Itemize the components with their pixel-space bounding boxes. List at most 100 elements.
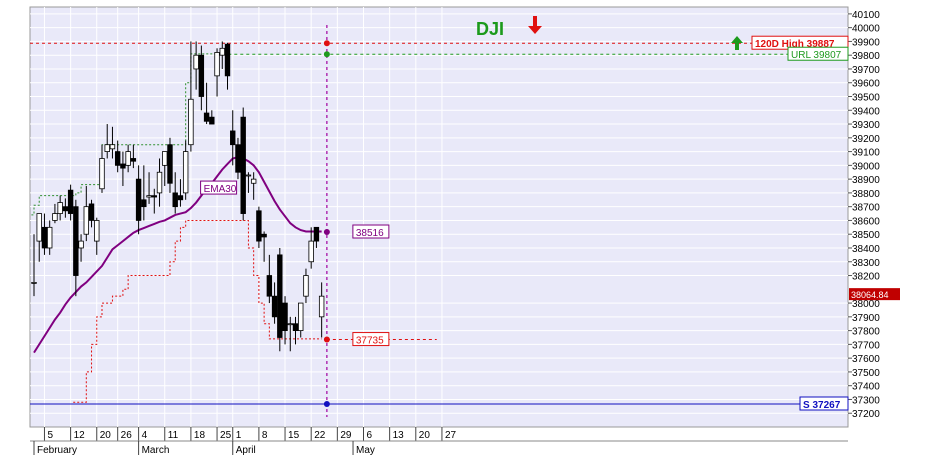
x-tick-label: 11 xyxy=(168,430,179,441)
candle xyxy=(114,140,121,173)
candle-body-up xyxy=(31,282,37,284)
candle-body-up xyxy=(298,302,304,332)
candle xyxy=(135,165,142,235)
candle xyxy=(177,179,184,207)
y-tick-label: 40100 xyxy=(852,10,880,21)
candle xyxy=(146,172,152,204)
candle xyxy=(36,213,42,262)
y-axis: 37200 37300 37400 37500 37600 37700 37800 37900… xyxy=(848,10,880,420)
candle xyxy=(224,42,231,90)
candle-body-down xyxy=(167,144,173,184)
candle xyxy=(308,227,314,269)
candle-body-down xyxy=(240,116,246,214)
y-tick-label: 37200 xyxy=(852,409,880,420)
candle-body-down xyxy=(282,302,288,332)
candle-body-up xyxy=(146,195,152,198)
x-tick-label: 8 xyxy=(262,430,268,441)
candle xyxy=(282,296,288,345)
stop-marker-dot xyxy=(323,336,330,343)
y-tick-label: 40000 xyxy=(852,24,880,35)
candle xyxy=(104,124,110,159)
candles xyxy=(31,41,325,352)
support-label-box xyxy=(799,396,849,411)
y-tick-label: 38900 xyxy=(852,175,880,186)
candle xyxy=(99,144,105,193)
candle-body-up xyxy=(182,151,189,194)
candle xyxy=(298,302,304,338)
y-tick-label: 37900 xyxy=(852,313,880,324)
candle xyxy=(156,158,163,207)
month-label: April xyxy=(236,445,256,456)
candle-body-down xyxy=(62,206,69,212)
candle xyxy=(151,188,157,214)
y-tick-label: 39800 xyxy=(852,51,880,62)
candle xyxy=(88,199,95,228)
candle xyxy=(182,140,189,200)
candle-body-down xyxy=(130,158,137,162)
candle-body-down xyxy=(277,254,283,338)
candle-body-down xyxy=(172,192,178,208)
y-tick-label: 38500 xyxy=(852,230,880,241)
url-marker-dot xyxy=(323,51,330,58)
candle xyxy=(46,220,53,255)
candle-body-down xyxy=(114,151,121,166)
trailing-stops xyxy=(31,53,322,403)
candle-body-up xyxy=(36,213,42,242)
y-tick-label: 39500 xyxy=(852,93,880,104)
candle-body-up xyxy=(250,178,257,184)
candle-body-down xyxy=(271,295,278,318)
y-tick-label: 37800 xyxy=(852,327,880,338)
candle-body-up xyxy=(52,213,58,221)
x-tick-label: 29 xyxy=(340,430,352,441)
candle-body-up xyxy=(99,158,105,190)
y-tick-label: 39000 xyxy=(852,161,880,172)
candle xyxy=(41,213,48,255)
candle-body-down xyxy=(177,195,184,201)
candle-body-up xyxy=(57,202,63,214)
candle xyxy=(125,144,131,173)
candle-body-up xyxy=(162,151,168,166)
candle xyxy=(193,41,199,90)
candle-body-up xyxy=(303,275,309,297)
y-tick-label: 39300 xyxy=(852,120,880,131)
y-tick-label: 39200 xyxy=(852,134,880,145)
candle xyxy=(214,48,220,97)
candle xyxy=(67,184,74,221)
candle xyxy=(209,110,215,125)
y-tick-label: 38700 xyxy=(852,203,880,214)
candle xyxy=(57,195,63,221)
candle xyxy=(172,172,178,214)
upper-trail-line xyxy=(31,53,228,216)
month-label: May xyxy=(356,445,375,456)
y-tick-label: 39400 xyxy=(852,106,880,117)
x-tick-label: 18 xyxy=(194,430,206,441)
candle-body-up xyxy=(94,220,100,242)
candle-body-down xyxy=(256,210,262,242)
x-tick-label: 15 xyxy=(288,430,300,441)
candle xyxy=(130,144,137,169)
candle xyxy=(287,316,293,352)
y-tick-label: 38400 xyxy=(852,244,880,255)
candle xyxy=(94,217,100,255)
candle-body-down xyxy=(292,323,299,332)
y-tick-label: 39100 xyxy=(852,148,880,159)
support-label: S 37267 xyxy=(803,400,841,411)
x-tick-label: 4 xyxy=(142,430,148,441)
x-tick-label: 20 xyxy=(419,430,431,441)
candle xyxy=(167,137,173,193)
candle-body-down xyxy=(198,54,205,97)
candle xyxy=(240,107,246,221)
candle xyxy=(52,203,58,224)
month-label: March xyxy=(142,445,170,456)
candle-body-up xyxy=(83,206,89,235)
candle xyxy=(261,231,267,262)
chart-title: DJI xyxy=(476,19,504,39)
x-tick-label: 5 xyxy=(47,430,53,441)
candle xyxy=(230,110,236,166)
candle-body-up xyxy=(46,226,53,249)
down-arrow-icon xyxy=(528,16,542,34)
candle-body-down xyxy=(120,163,126,169)
